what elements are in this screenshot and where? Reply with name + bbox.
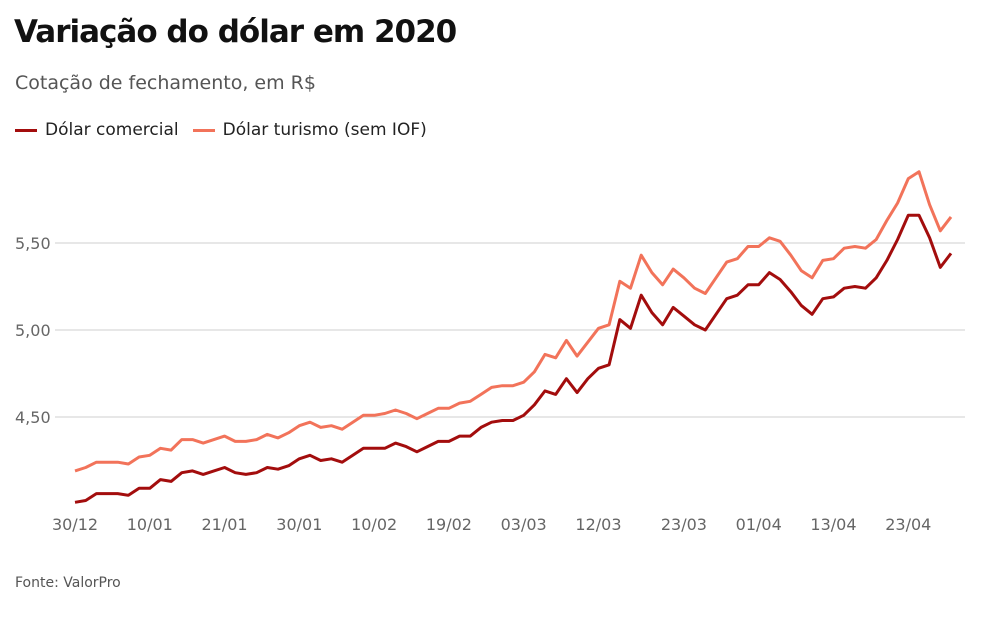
x-tick-label: 21/01 <box>202 515 248 534</box>
x-tick-label: 30/01 <box>276 515 322 534</box>
legend-swatch-comercial <box>15 128 37 132</box>
legend-label-comercial: Dólar comercial <box>45 120 179 140</box>
x-tick-label: 23/03 <box>661 515 707 534</box>
x-tick-label: 13/04 <box>810 515 856 534</box>
legend: Dólar comercial Dólar turismo (sem IOF) <box>15 120 427 140</box>
x-tick-label: 03/03 <box>501 515 547 534</box>
x-tick-label: 19/02 <box>426 515 472 534</box>
source-note: Fonte: ValorPro <box>15 575 121 591</box>
x-tick-label: 01/04 <box>736 515 782 534</box>
legend-swatch-turismo <box>192 128 215 132</box>
series-line-turismo <box>74 170 953 473</box>
legend-label-turismo: Dólar turismo (sem IOF) <box>222 120 427 140</box>
x-tick-label: 10/02 <box>351 515 397 534</box>
legend-item-turismo: Dólar turismo (sem IOF) <box>192 120 427 140</box>
y-tick-label: 5,00 <box>15 321 51 340</box>
x-tick-label: 30/12 <box>52 515 98 534</box>
y-tick-label: 4,50 <box>15 408 51 427</box>
legend-item-comercial: Dólar comercial <box>15 120 179 140</box>
x-tick-label: 12/03 <box>575 515 621 534</box>
chart-title: Variação do dólar em 2020 <box>14 14 457 50</box>
chart-subtitle: Cotação de fechamento, em R$ <box>15 72 316 94</box>
x-tick-label: 10/01 <box>127 515 173 534</box>
y-tick-label: 5,50 <box>15 234 51 253</box>
x-tick-label: 23/04 <box>885 515 931 534</box>
series-line-comercial <box>74 213 953 504</box>
